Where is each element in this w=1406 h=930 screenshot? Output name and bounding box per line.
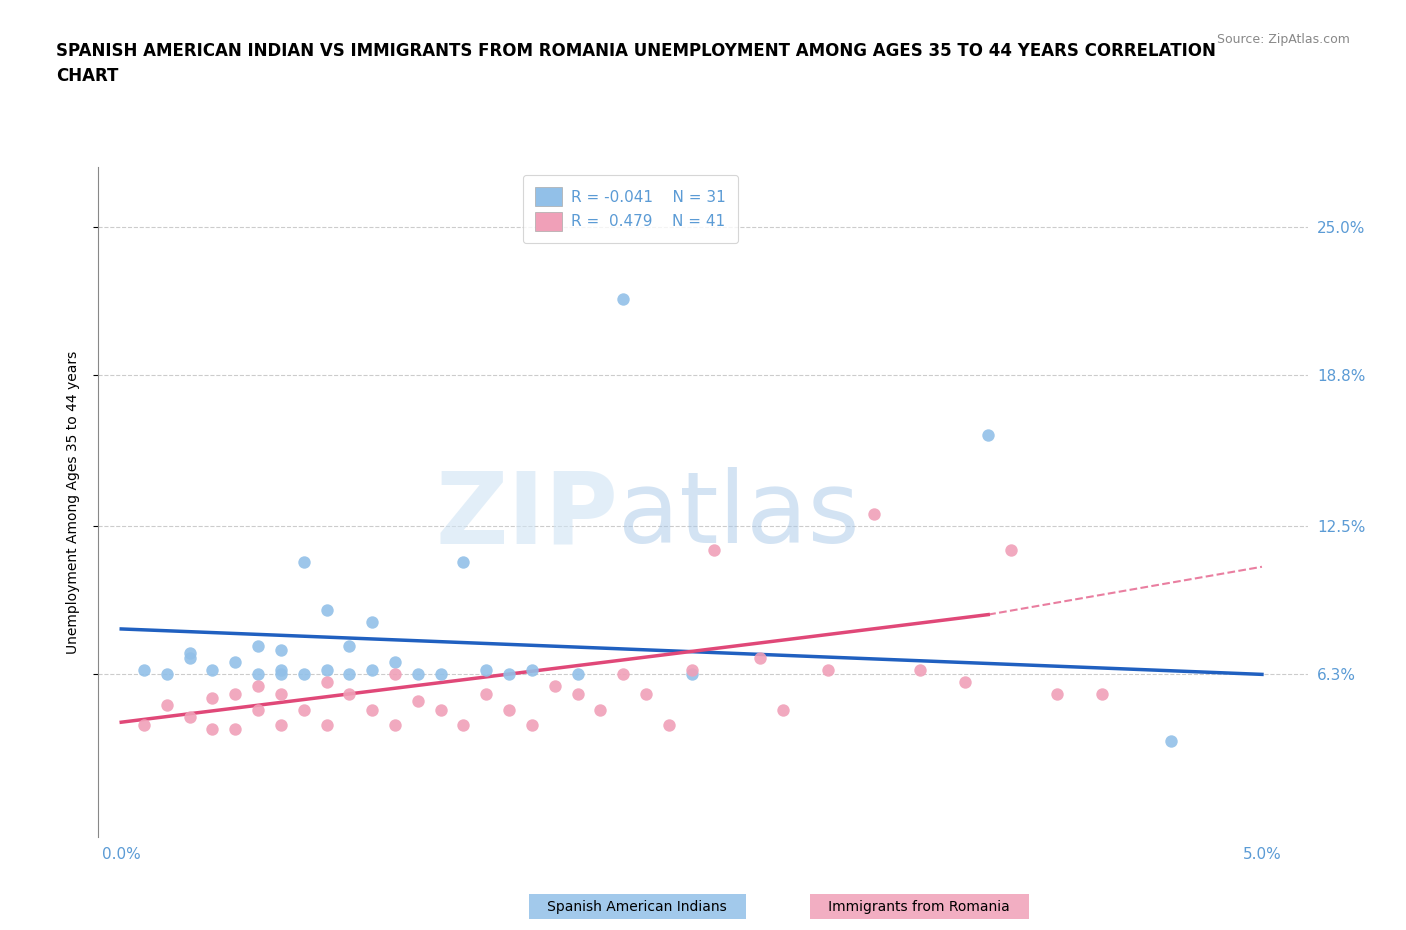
Point <box>292 703 315 718</box>
Point <box>429 703 451 718</box>
Point <box>270 662 292 677</box>
Point <box>132 717 155 732</box>
Point <box>658 717 681 732</box>
Point <box>201 662 224 677</box>
Point <box>384 667 406 682</box>
Point <box>384 717 406 732</box>
Point <box>406 667 429 682</box>
Point <box>681 667 703 682</box>
Point <box>201 722 224 737</box>
Legend: R = -0.041    N = 31, R =  0.479    N = 41: R = -0.041 N = 31, R = 0.479 N = 41 <box>523 175 738 243</box>
Point <box>384 655 406 670</box>
Point <box>270 717 292 732</box>
Point <box>520 662 543 677</box>
Point <box>201 691 224 706</box>
Point <box>315 674 337 689</box>
Point <box>224 655 246 670</box>
Point <box>612 291 634 306</box>
Point <box>681 662 703 677</box>
Point <box>612 667 634 682</box>
Point <box>1091 686 1114 701</box>
Point <box>247 679 270 694</box>
Point <box>589 703 612 718</box>
Point <box>567 686 589 701</box>
Point <box>817 662 839 677</box>
Point <box>498 703 520 718</box>
Point <box>156 698 179 713</box>
Point <box>247 638 270 653</box>
Point <box>406 693 429 708</box>
Point <box>749 650 772 665</box>
Point <box>247 703 270 718</box>
Point <box>179 645 201 660</box>
Text: Spanish American Indians: Spanish American Indians <box>534 899 740 914</box>
Point <box>634 686 657 701</box>
Point <box>315 603 337 618</box>
Point <box>292 667 315 682</box>
Point <box>1000 542 1022 557</box>
Y-axis label: Unemployment Among Ages 35 to 44 years: Unemployment Among Ages 35 to 44 years <box>66 351 80 654</box>
Point <box>475 662 498 677</box>
Point <box>955 674 977 689</box>
Point <box>224 722 246 737</box>
Point <box>179 650 201 665</box>
Point <box>1160 734 1182 749</box>
Point <box>156 667 179 682</box>
Point <box>567 667 589 682</box>
Point <box>453 717 475 732</box>
Point <box>337 686 360 701</box>
Point <box>132 662 155 677</box>
Point <box>270 686 292 701</box>
Point <box>247 667 270 682</box>
Point <box>337 667 360 682</box>
Point <box>337 638 360 653</box>
Point <box>772 703 794 718</box>
Point <box>292 554 315 569</box>
Point <box>863 507 886 522</box>
Point <box>429 667 451 682</box>
Point <box>977 428 1000 443</box>
Point <box>703 542 725 557</box>
Point <box>270 643 292 658</box>
Text: atlas: atlas <box>619 467 860 565</box>
Point <box>315 662 337 677</box>
Point <box>224 686 246 701</box>
Point <box>453 554 475 569</box>
Point <box>908 662 931 677</box>
Text: Source: ZipAtlas.com: Source: ZipAtlas.com <box>1216 33 1350 46</box>
Point <box>544 679 567 694</box>
Point <box>520 717 543 732</box>
Point <box>361 615 384 630</box>
Point <box>315 717 337 732</box>
Point <box>498 667 520 682</box>
Point <box>1046 686 1069 701</box>
Point <box>361 662 384 677</box>
Point <box>179 710 201 724</box>
Text: ZIP: ZIP <box>436 467 619 565</box>
Point <box>475 686 498 701</box>
Text: SPANISH AMERICAN INDIAN VS IMMIGRANTS FROM ROMANIA UNEMPLOYMENT AMONG AGES 35 TO: SPANISH AMERICAN INDIAN VS IMMIGRANTS FR… <box>56 42 1216 85</box>
Point <box>361 703 384 718</box>
Point <box>270 667 292 682</box>
Text: Immigrants from Romania: Immigrants from Romania <box>815 899 1024 914</box>
